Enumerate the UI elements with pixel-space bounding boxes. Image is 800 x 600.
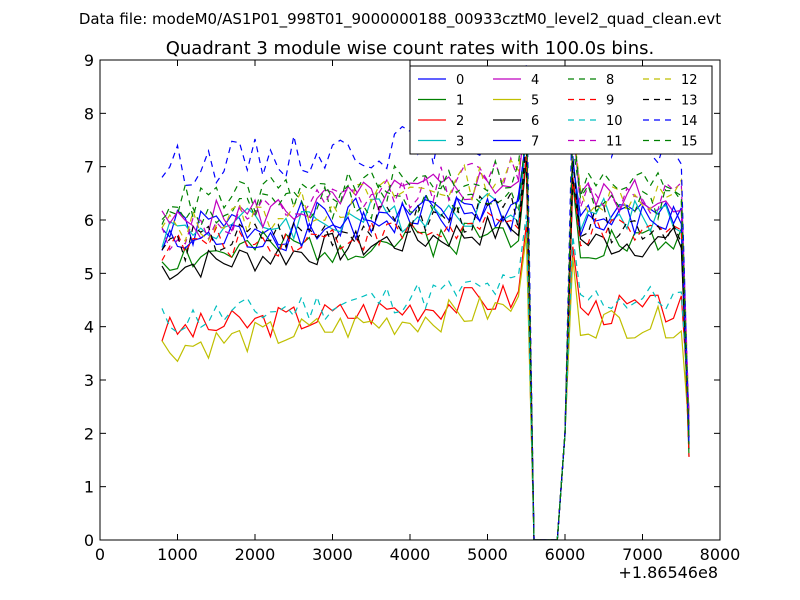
y-tick-label: 1 [84, 478, 94, 497]
x-tick-label: 3000 [312, 545, 353, 564]
series-line-13 [161, 139, 690, 540]
axes: 0 1000 2000 3000 4000 5000 6000 7000 80000123456… [84, 51, 741, 564]
legend-label-2: 2 [456, 114, 464, 129]
y-tick-label: 3 [84, 371, 94, 390]
legend-label-13: 13 [681, 94, 698, 109]
legend-box [409, 65, 713, 155]
x-tick-label: 4000 [390, 545, 431, 564]
legend-label-1: 1 [456, 94, 464, 109]
x-offset-label: +1.86546e8 [618, 563, 718, 582]
series-line-1 [161, 161, 690, 540]
legend-label-7: 7 [531, 135, 539, 150]
y-tick-label: 6 [84, 211, 94, 230]
chart-title: Quadrant 3 module wise count rates with … [166, 38, 655, 59]
y-tick-label: 9 [84, 51, 94, 70]
chart-suptitle: Data file: modeM0/AS1P01_998T01_90000001… [79, 10, 721, 29]
series-line-7 [161, 134, 690, 540]
x-tick-label: 6000 [545, 545, 586, 564]
series-line-6 [161, 155, 690, 540]
series-line-10 [161, 214, 690, 540]
legend-label-8: 8 [606, 73, 614, 88]
legend-label-9: 9 [606, 94, 614, 109]
legend-label-5: 5 [531, 94, 539, 109]
x-tick-label: 0 [95, 545, 105, 564]
series-line-15 [161, 102, 690, 540]
legend-label-0: 0 [456, 73, 464, 88]
legend-label-6: 6 [531, 114, 539, 129]
legend-label-12: 12 [681, 73, 698, 88]
series-line-4 [161, 107, 690, 540]
series-line-5 [161, 235, 690, 540]
y-tick-label: 8 [84, 104, 94, 123]
legend-label-15: 15 [681, 135, 698, 150]
legend-label-4: 4 [531, 73, 539, 88]
series-line-12 [161, 102, 690, 540]
legend-label-11: 11 [606, 135, 623, 150]
x-tick-label: 7000 [622, 545, 663, 564]
x-tick-label: 8000 [700, 545, 741, 564]
y-tick-label: 4 [84, 318, 94, 337]
x-tick-label: 5000 [467, 545, 508, 564]
series-line-0 [161, 139, 690, 540]
x-tick-label: 2000 [235, 545, 276, 564]
y-tick-label: 7 [84, 158, 94, 177]
x-tick-label: 1000 [157, 545, 198, 564]
y-tick-label: 0 [84, 531, 94, 550]
y-tick-label: 2 [84, 424, 94, 443]
legend-label-14: 14 [681, 114, 698, 129]
legend-label-3: 3 [456, 135, 464, 150]
y-tick-label: 5 [84, 264, 94, 283]
legend-label-10: 10 [606, 114, 623, 129]
